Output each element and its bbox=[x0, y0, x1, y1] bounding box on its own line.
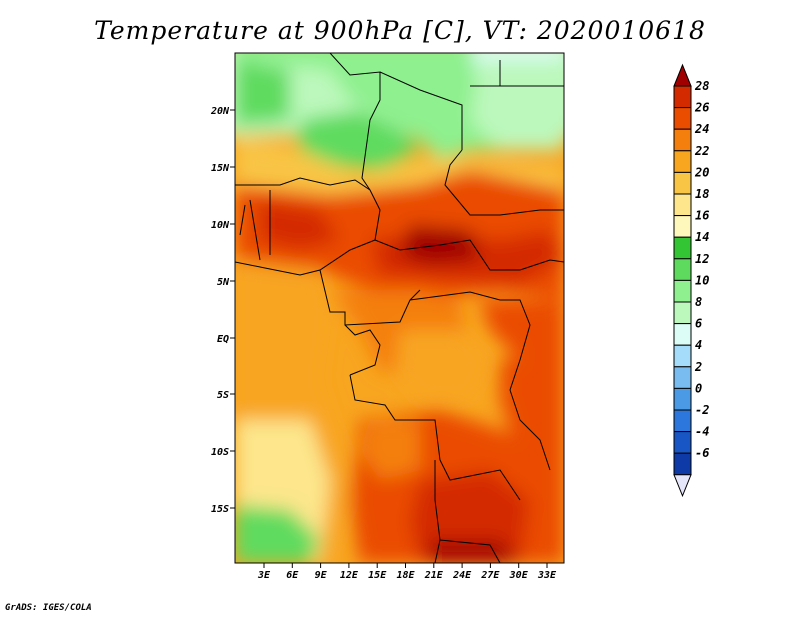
colorbar-swatch bbox=[673, 236, 692, 260]
lon-label: 27E bbox=[480, 570, 500, 581]
latitude-labels: 20N 15N 10N 5N EQ 5S 10S 15S bbox=[210, 106, 235, 515]
colorbar-swatch bbox=[673, 301, 692, 325]
colorbar-label: 2 bbox=[694, 360, 702, 374]
lon-label: 9E bbox=[315, 570, 328, 581]
colorbar-label: 8 bbox=[695, 295, 702, 309]
colorbar-swatch bbox=[673, 387, 692, 411]
colorbar-max-arrow bbox=[673, 63, 692, 87]
colorbar-label: 10 bbox=[695, 273, 709, 287]
colorbar-swatch bbox=[673, 128, 692, 152]
colorbar-label: 22 bbox=[694, 144, 709, 158]
map-frame bbox=[234, 52, 565, 564]
colorbar-swatch bbox=[673, 409, 692, 433]
colorbar-swatch bbox=[673, 366, 692, 389]
lon-label: 30E bbox=[509, 570, 529, 581]
lon-label: 15E bbox=[368, 570, 387, 581]
colorbar-min-arrow bbox=[673, 474, 692, 498]
lat-label: 15N bbox=[211, 163, 230, 174]
colorbar-label: 4 bbox=[695, 338, 702, 352]
colorbar-swatch bbox=[673, 150, 692, 173]
colorbar-label: 16 bbox=[695, 209, 709, 223]
colorbar-label: -2 bbox=[695, 403, 709, 417]
lon-label: 6E bbox=[286, 570, 299, 581]
lat-label: 20N bbox=[210, 106, 230, 117]
lat-label: EQ bbox=[217, 334, 229, 345]
colorbar-label: 6 bbox=[695, 317, 702, 331]
lon-label: 18E bbox=[396, 570, 415, 581]
lon-label: 12E bbox=[340, 570, 359, 581]
colorbar-label: -6 bbox=[695, 446, 709, 460]
colorbar-label: 26 bbox=[694, 101, 709, 115]
grads-credit: GrADS: IGES/COLA bbox=[5, 603, 92, 613]
colorbar-swatch bbox=[673, 85, 692, 109]
colorbar-label: 18 bbox=[695, 187, 709, 201]
colorbar-swatch bbox=[673, 323, 692, 346]
colorbar-swatch bbox=[673, 215, 692, 238]
colorbar-label: 12 bbox=[695, 252, 709, 266]
lat-label: 10N bbox=[211, 220, 230, 231]
temperature-field bbox=[235, 53, 564, 563]
lat-label: 5S bbox=[217, 390, 229, 401]
colorbar-label: 24 bbox=[694, 122, 709, 136]
colorbar-swatch bbox=[673, 258, 692, 281]
longitude-labels: 3E 6E 9E 12E 15E 18E 21E 24E 27E 30E 33E bbox=[257, 563, 557, 581]
colorbar-label: 0 bbox=[695, 381, 702, 395]
colorbar-swatch bbox=[673, 344, 692, 368]
lat-label: 5N bbox=[217, 277, 230, 288]
colorbar-label: 28 bbox=[694, 79, 709, 93]
colorbar-swatch bbox=[673, 171, 692, 195]
lon-label: 33E bbox=[537, 570, 557, 581]
colorbar-label: 20 bbox=[694, 165, 709, 179]
lon-label: 3E bbox=[257, 570, 271, 581]
lat-label: 10S bbox=[211, 447, 229, 458]
colorbar-label: 14 bbox=[695, 230, 709, 244]
colorbar-label: -4 bbox=[695, 425, 709, 439]
colorbar-swatch bbox=[673, 452, 692, 476]
lon-label: 21E bbox=[424, 570, 444, 581]
colorbar-swatch bbox=[673, 279, 692, 303]
colorbar-swatch bbox=[673, 193, 692, 217]
colorbar-swatch bbox=[673, 431, 692, 454]
lon-label: 24E bbox=[452, 570, 472, 581]
map-title: Temperature at 900hPa [C], VT: 202001061… bbox=[94, 16, 706, 45]
colorbar-swatch bbox=[673, 107, 692, 130]
lat-label: 15S bbox=[211, 504, 229, 515]
